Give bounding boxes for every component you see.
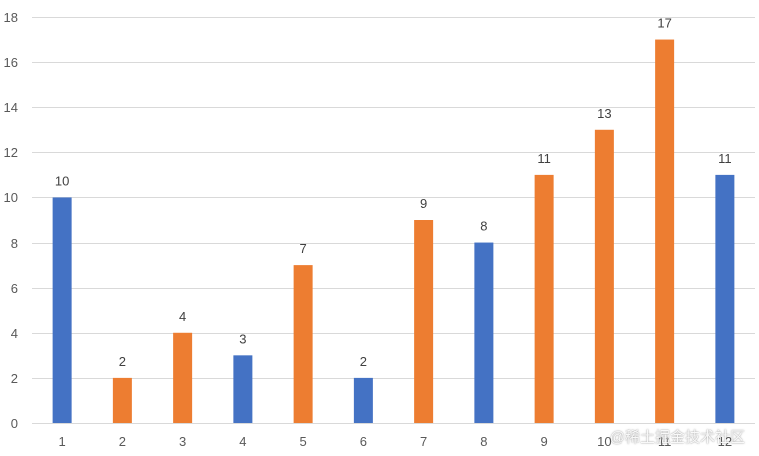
data-label: 17 <box>657 16 671 31</box>
data-label: 2 <box>119 354 126 369</box>
bar <box>353 377 373 423</box>
y-tick-label: 0 <box>11 416 18 431</box>
data-labels: 10 2 4 3 7 2 9 8 11 13 17 11 <box>55 16 732 369</box>
bar <box>534 174 554 423</box>
y-tick-label: 8 <box>11 236 18 251</box>
bar <box>112 377 132 423</box>
data-label: 9 <box>420 196 427 211</box>
x-tick-label: 4 <box>239 434 246 449</box>
bar <box>414 220 434 423</box>
y-tick-label: 12 <box>4 145 18 160</box>
y-tick-label: 14 <box>4 100 18 115</box>
x-tick-label: 11 <box>658 434 672 449</box>
bar <box>594 129 614 423</box>
data-label: 8 <box>480 219 487 234</box>
x-tick-label: 12 <box>718 434 732 449</box>
y-tick-label: 4 <box>11 326 18 341</box>
y-axis-ticks: 0 2 4 6 8 10 12 14 16 18 <box>4 10 18 431</box>
data-label: 11 <box>537 151 551 166</box>
bar <box>52 197 72 423</box>
data-label: 13 <box>597 106 611 121</box>
x-tick-label: 1 <box>59 434 66 449</box>
x-tick-label: 7 <box>420 434 427 449</box>
gridlines <box>32 17 755 424</box>
data-label: 3 <box>239 331 246 346</box>
x-tick-label: 3 <box>179 434 186 449</box>
data-label: 7 <box>300 241 307 256</box>
bar <box>655 39 675 424</box>
bars <box>52 39 735 424</box>
y-tick-label: 6 <box>11 281 18 296</box>
x-axis-ticks: 1 2 3 4 5 6 7 8 9 10 11 12 <box>59 434 733 449</box>
x-tick-label: 6 <box>360 434 367 449</box>
data-label: 4 <box>179 309 186 324</box>
bar <box>293 265 313 423</box>
data-label: 10 <box>55 173 69 188</box>
bar <box>715 174 735 423</box>
data-label: 2 <box>360 354 367 369</box>
y-tick-label: 10 <box>4 190 18 205</box>
y-tick-label: 18 <box>4 10 18 25</box>
bar <box>173 332 193 423</box>
bar <box>233 355 253 423</box>
x-tick-label: 9 <box>541 434 548 449</box>
bar <box>474 242 494 423</box>
y-tick-label: 2 <box>11 371 18 386</box>
x-tick-label: 5 <box>300 434 307 449</box>
y-tick-label: 16 <box>4 55 18 70</box>
x-tick-label: 10 <box>597 434 611 449</box>
data-label: 11 <box>718 151 732 166</box>
x-tick-label: 8 <box>480 434 487 449</box>
x-tick-label: 2 <box>119 434 126 449</box>
